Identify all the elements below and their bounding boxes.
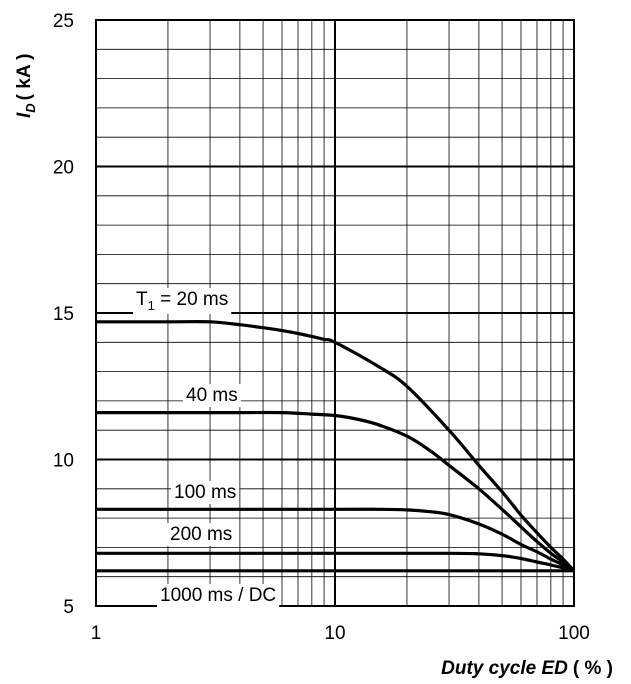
curves	[96, 319, 576, 573]
curve-label-background	[167, 523, 236, 546]
curve-label-background	[171, 481, 240, 504]
x-tick-label: 10	[324, 623, 345, 644]
series-line	[96, 507, 575, 573]
y-tick-label: 20	[53, 158, 74, 179]
curve-label-main: 40 ms	[186, 385, 238, 406]
curve-label-main: 100 ms	[174, 482, 236, 503]
curve-label-main: 1000 ms / DC	[160, 585, 276, 606]
curve-label-background	[133, 288, 232, 314]
curve-label: 1000 ms / DC	[160, 585, 276, 606]
tick-labels: 5 10 15 20 25 1 10 100	[53, 11, 590, 644]
x-axis-title: Duty cycle ED( % )	[441, 658, 613, 679]
curve-label: 100 ms	[174, 482, 236, 503]
curve-labels: T1 = 20 ms 40 ms 100 ms 200 ms 1000 ms / DC	[133, 288, 280, 607]
curve-label-background	[183, 384, 241, 407]
curve-label-rest: = 20 ms	[155, 289, 228, 310]
series-line	[96, 410, 575, 573]
y-tick-label: 25	[53, 11, 74, 32]
y-axis-title: ID ( kA )	[14, 54, 38, 118]
curve-label: T1 = 20 ms	[136, 289, 228, 313]
curve-label-main: T	[136, 289, 148, 310]
x-axis-title-main: Duty cycle ED	[441, 658, 568, 679]
y-tick-label: 10	[53, 451, 74, 472]
y-axis-title-main: I	[14, 112, 35, 118]
curve-label: 40 ms	[186, 385, 238, 406]
x-axis-title-unit: ( % )	[573, 658, 613, 679]
y-tick-label: 5	[63, 597, 74, 618]
curve-label-main: 200 ms	[170, 524, 232, 545]
series-line	[96, 551, 575, 573]
y-tick-label: 15	[53, 304, 74, 325]
curve-label-sub: 1	[148, 298, 155, 313]
curve-label: 200 ms	[170, 524, 232, 545]
y-axis-title-unit: ( kA )	[14, 54, 35, 101]
series-line	[96, 319, 576, 572]
plot-frame	[95, 19, 575, 607]
x-tick-label: 1	[91, 623, 102, 644]
y-axis-title-sub: D	[23, 103, 38, 113]
curve-label-background	[157, 584, 280, 607]
x-tick-label: 100	[558, 623, 590, 644]
